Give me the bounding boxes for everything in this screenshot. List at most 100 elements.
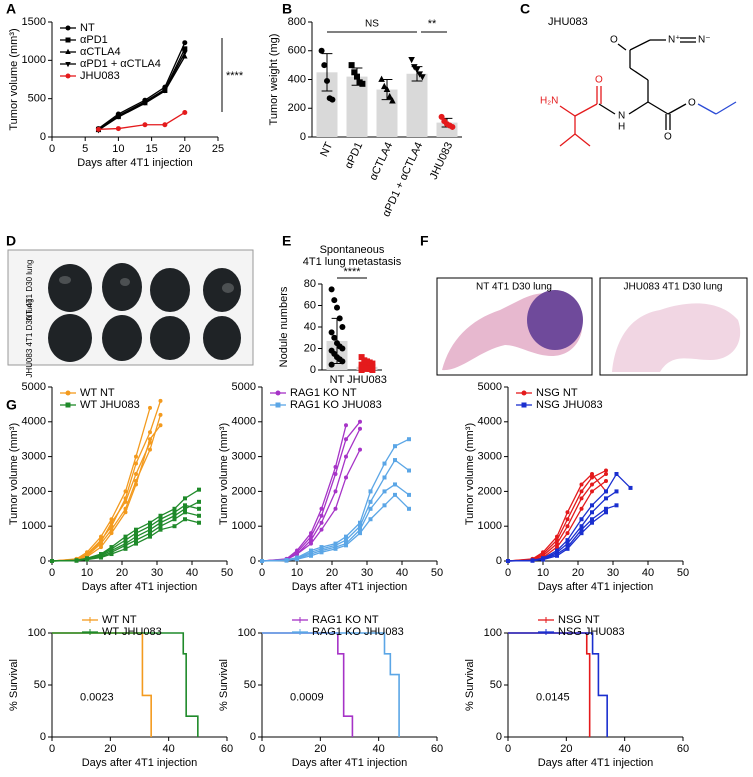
data-point	[134, 538, 138, 543]
data-point	[438, 113, 445, 120]
data-point	[339, 345, 346, 352]
chart-title: Spontaneous	[320, 244, 385, 256]
y-tick-label: 1000	[22, 54, 46, 66]
data-point	[579, 527, 584, 532]
annotation: ****	[343, 266, 361, 278]
data-point	[590, 520, 594, 525]
x-tick-label: 10	[291, 567, 303, 579]
x-tick-label: 20	[179, 143, 191, 155]
data-point	[368, 489, 373, 494]
data-point	[541, 550, 545, 555]
data-point	[579, 482, 584, 487]
data-point	[319, 513, 324, 518]
y-axis-label: Nodule numbers	[278, 286, 290, 367]
data-point	[172, 517, 177, 522]
legend-label: NSG JHU083	[536, 399, 603, 411]
data-point	[358, 419, 362, 424]
data-point	[344, 543, 348, 548]
data-point	[382, 489, 387, 494]
legend-marker	[65, 390, 71, 396]
data-point	[579, 531, 584, 536]
data-point	[579, 496, 584, 501]
data-point	[590, 517, 594, 522]
data-point	[579, 506, 584, 511]
x-axis-label: Days after 4T1 injection	[292, 757, 408, 769]
data-point	[183, 503, 187, 508]
data-point	[604, 478, 608, 483]
x-tick-label: 40	[642, 567, 654, 579]
data-point	[109, 531, 114, 536]
legend-marker	[275, 390, 281, 396]
data-point	[148, 531, 152, 536]
x-tick-label: 50	[677, 567, 689, 579]
y-tick-label: 5000	[22, 381, 46, 393]
data-point	[555, 545, 559, 550]
series-line	[261, 425, 347, 562]
y-axis-label: Tumor volume (mm³)	[8, 28, 20, 130]
legend-marker	[65, 37, 71, 43]
legend-label: RAG1 KO NT	[312, 614, 379, 626]
data-point	[339, 324, 346, 330]
data-point	[565, 538, 570, 543]
legend-label: αPD1	[80, 34, 108, 46]
data-point	[134, 472, 138, 476]
data-point	[407, 468, 411, 473]
data-point	[381, 82, 388, 90]
data-point	[123, 489, 128, 494]
data-point	[328, 361, 335, 368]
legend-label: NSG NT	[558, 614, 600, 626]
data-point	[358, 524, 362, 529]
data-point	[358, 354, 365, 361]
data-point	[565, 546, 570, 551]
data-point	[358, 527, 362, 532]
survival-curve	[52, 632, 152, 737]
caption: JHU083 4T1 D30 lung	[624, 282, 723, 293]
data-point	[382, 461, 387, 466]
legend-marker	[65, 48, 71, 54]
atom-label: H₂N	[540, 96, 558, 107]
data-point	[333, 546, 338, 551]
y-tick-label: 5000	[232, 381, 256, 393]
data-point	[319, 506, 324, 511]
data-point	[148, 520, 152, 525]
data-point	[148, 437, 152, 442]
data-point	[158, 527, 163, 532]
y-tick-label: 0	[496, 555, 502, 567]
y-tick-label: 50	[244, 679, 256, 691]
data-point	[182, 109, 188, 115]
x-tick-label: 0	[49, 143, 55, 155]
y-tick-label: 1000	[478, 520, 502, 532]
x-tick-label: 60	[221, 743, 233, 755]
data-point	[109, 520, 114, 525]
data-point	[158, 412, 163, 417]
legend-marker	[65, 73, 71, 79]
y-tick-label: 100	[238, 627, 256, 639]
atom-label: N⁻	[698, 35, 711, 46]
data-point	[134, 541, 138, 546]
data-point	[162, 122, 168, 128]
data-point	[319, 520, 324, 525]
data-point	[95, 126, 101, 132]
data-point	[408, 56, 415, 64]
x-tick-label: 10	[537, 567, 549, 579]
row-label: NT 4T1 D30 lung	[25, 260, 34, 321]
x-tick-label: 5	[82, 143, 88, 155]
data-point	[382, 475, 387, 480]
data-point	[348, 62, 355, 69]
legend-marker	[521, 402, 527, 408]
data-point	[197, 506, 201, 511]
y-tick-label: 2000	[232, 485, 256, 497]
data-point	[386, 92, 393, 100]
y-tick-label: 4000	[478, 416, 502, 428]
x-tick-label: 20	[314, 743, 326, 755]
data-point	[590, 489, 594, 494]
x-tick-label: 0	[259, 567, 265, 579]
data-point	[393, 458, 397, 463]
y-tick-label: 200	[288, 102, 306, 114]
data-point	[628, 485, 633, 490]
x-axis-label: Days after 4T1 injection	[77, 157, 193, 169]
data-point	[369, 367, 376, 373]
y-tick-label: 0	[310, 364, 316, 376]
data-point	[368, 517, 373, 522]
data-point	[344, 437, 348, 442]
